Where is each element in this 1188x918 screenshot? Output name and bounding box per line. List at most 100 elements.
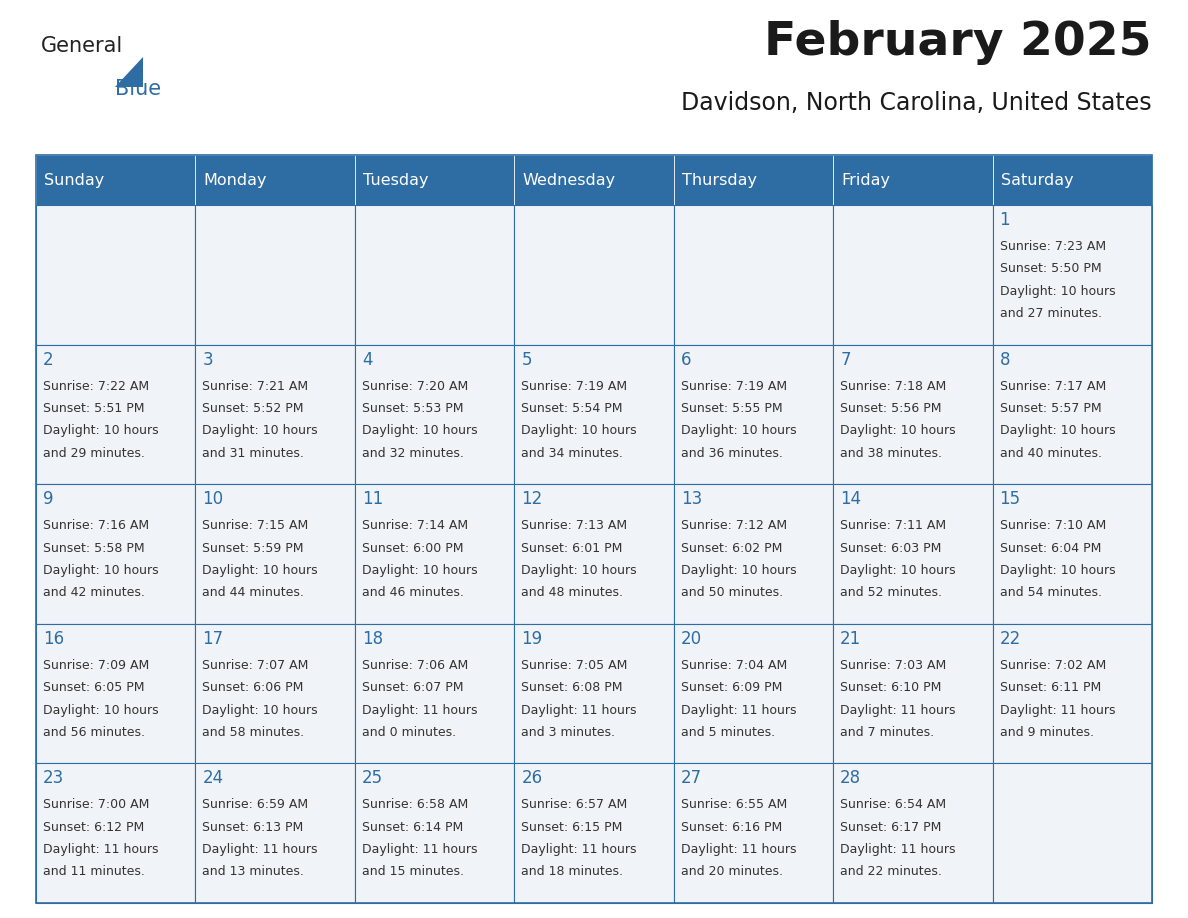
Text: and 38 minutes.: and 38 minutes.: [840, 447, 942, 460]
Text: 6: 6: [681, 351, 691, 369]
Text: Tuesday: Tuesday: [362, 173, 429, 187]
Text: and 13 minutes.: and 13 minutes.: [202, 866, 304, 879]
Text: Sunset: 6:09 PM: Sunset: 6:09 PM: [681, 681, 782, 694]
Text: Sunrise: 7:09 AM: Sunrise: 7:09 AM: [43, 659, 150, 672]
Text: 15: 15: [999, 490, 1020, 509]
Text: Daylight: 10 hours: Daylight: 10 hours: [999, 285, 1116, 297]
Text: Sunset: 6:08 PM: Sunset: 6:08 PM: [522, 681, 623, 694]
Text: Sunrise: 7:20 AM: Sunrise: 7:20 AM: [362, 380, 468, 393]
Text: Sunday: Sunday: [44, 173, 105, 187]
Text: and 7 minutes.: and 7 minutes.: [840, 726, 934, 739]
Text: Daylight: 10 hours: Daylight: 10 hours: [43, 564, 159, 577]
Text: Daylight: 10 hours: Daylight: 10 hours: [681, 424, 796, 437]
Text: Sunset: 6:06 PM: Sunset: 6:06 PM: [202, 681, 304, 694]
Text: Daylight: 10 hours: Daylight: 10 hours: [999, 564, 1116, 577]
Bar: [833, 764, 992, 903]
Text: and 46 minutes.: and 46 minutes.: [362, 587, 463, 599]
Text: Davidson, North Carolina, United States: Davidson, North Carolina, United States: [682, 91, 1152, 115]
Bar: [355, 484, 514, 624]
Text: Sunset: 5:50 PM: Sunset: 5:50 PM: [999, 263, 1101, 275]
Text: Daylight: 10 hours: Daylight: 10 hours: [522, 564, 637, 577]
Text: Daylight: 10 hours: Daylight: 10 hours: [362, 424, 478, 437]
Bar: [36, 764, 196, 903]
Text: Monday: Monday: [203, 173, 267, 187]
Text: and 0 minutes.: and 0 minutes.: [362, 726, 456, 739]
Text: Sunset: 6:17 PM: Sunset: 6:17 PM: [840, 821, 942, 834]
Text: and 44 minutes.: and 44 minutes.: [202, 587, 304, 599]
Bar: [833, 624, 992, 764]
Text: 4: 4: [362, 351, 372, 369]
Text: Daylight: 10 hours: Daylight: 10 hours: [840, 424, 956, 437]
Text: and 5 minutes.: and 5 minutes.: [681, 726, 775, 739]
Text: Sunset: 6:07 PM: Sunset: 6:07 PM: [362, 681, 463, 694]
Bar: [355, 205, 514, 344]
Text: Daylight: 11 hours: Daylight: 11 hours: [681, 703, 796, 717]
Bar: [674, 484, 833, 624]
Text: Sunset: 6:16 PM: Sunset: 6:16 PM: [681, 821, 782, 834]
Bar: [514, 624, 674, 764]
Text: Daylight: 10 hours: Daylight: 10 hours: [362, 564, 478, 577]
Text: Sunrise: 7:05 AM: Sunrise: 7:05 AM: [522, 659, 627, 672]
Text: Sunrise: 7:11 AM: Sunrise: 7:11 AM: [840, 520, 947, 532]
Text: Blue: Blue: [115, 79, 162, 99]
Text: Daylight: 11 hours: Daylight: 11 hours: [522, 703, 637, 717]
Text: Sunrise: 7:03 AM: Sunrise: 7:03 AM: [840, 659, 947, 672]
Bar: [833, 484, 992, 624]
Bar: [36, 155, 196, 205]
Text: and 9 minutes.: and 9 minutes.: [999, 726, 1094, 739]
Bar: [992, 624, 1152, 764]
Text: Sunrise: 7:04 AM: Sunrise: 7:04 AM: [681, 659, 786, 672]
Bar: [355, 344, 514, 484]
Bar: [196, 764, 355, 903]
Text: Daylight: 11 hours: Daylight: 11 hours: [362, 703, 478, 717]
Text: and 3 minutes.: and 3 minutes.: [522, 726, 615, 739]
Text: 24: 24: [202, 769, 223, 788]
Text: Daylight: 11 hours: Daylight: 11 hours: [202, 843, 318, 856]
Text: Sunset: 6:03 PM: Sunset: 6:03 PM: [840, 542, 942, 554]
Text: 12: 12: [522, 490, 543, 509]
Text: Sunrise: 7:21 AM: Sunrise: 7:21 AM: [202, 380, 309, 393]
Text: Sunset: 6:00 PM: Sunset: 6:00 PM: [362, 542, 463, 554]
Text: Daylight: 11 hours: Daylight: 11 hours: [681, 843, 796, 856]
Text: and 15 minutes.: and 15 minutes.: [362, 866, 463, 879]
Text: Daylight: 11 hours: Daylight: 11 hours: [840, 843, 955, 856]
Text: Sunrise: 7:18 AM: Sunrise: 7:18 AM: [840, 380, 947, 393]
Text: Sunset: 5:57 PM: Sunset: 5:57 PM: [999, 402, 1101, 415]
Bar: [196, 624, 355, 764]
Text: and 56 minutes.: and 56 minutes.: [43, 726, 145, 739]
Text: Daylight: 11 hours: Daylight: 11 hours: [840, 703, 955, 717]
Text: and 54 minutes.: and 54 minutes.: [999, 587, 1101, 599]
Text: and 50 minutes.: and 50 minutes.: [681, 587, 783, 599]
Text: Sunset: 5:54 PM: Sunset: 5:54 PM: [522, 402, 623, 415]
Bar: [355, 764, 514, 903]
Text: Sunrise: 7:00 AM: Sunrise: 7:00 AM: [43, 799, 150, 812]
Text: and 36 minutes.: and 36 minutes.: [681, 447, 783, 460]
Text: and 31 minutes.: and 31 minutes.: [202, 447, 304, 460]
Bar: [992, 155, 1152, 205]
Text: and 32 minutes.: and 32 minutes.: [362, 447, 463, 460]
Text: Sunset: 6:15 PM: Sunset: 6:15 PM: [522, 821, 623, 834]
Text: and 18 minutes.: and 18 minutes.: [522, 866, 624, 879]
Text: 27: 27: [681, 769, 702, 788]
Text: Daylight: 10 hours: Daylight: 10 hours: [202, 564, 318, 577]
Bar: [36, 484, 196, 624]
Text: Sunrise: 6:55 AM: Sunrise: 6:55 AM: [681, 799, 786, 812]
Bar: [992, 764, 1152, 903]
Text: Thursday: Thursday: [682, 173, 757, 187]
Text: 9: 9: [43, 490, 53, 509]
Text: Sunset: 6:12 PM: Sunset: 6:12 PM: [43, 821, 144, 834]
Text: Daylight: 10 hours: Daylight: 10 hours: [202, 424, 318, 437]
Text: Sunset: 6:01 PM: Sunset: 6:01 PM: [522, 542, 623, 554]
Text: 8: 8: [999, 351, 1010, 369]
Bar: [833, 344, 992, 484]
Text: Sunrise: 7:10 AM: Sunrise: 7:10 AM: [999, 520, 1106, 532]
Bar: [36, 205, 196, 344]
Bar: [833, 205, 992, 344]
Text: Sunrise: 6:54 AM: Sunrise: 6:54 AM: [840, 799, 947, 812]
Text: Sunrise: 6:59 AM: Sunrise: 6:59 AM: [202, 799, 309, 812]
Text: 3: 3: [202, 351, 213, 369]
Text: and 11 minutes.: and 11 minutes.: [43, 866, 145, 879]
Bar: [674, 205, 833, 344]
Text: Sunrise: 7:19 AM: Sunrise: 7:19 AM: [522, 380, 627, 393]
Text: Sunrise: 7:23 AM: Sunrise: 7:23 AM: [999, 240, 1106, 253]
